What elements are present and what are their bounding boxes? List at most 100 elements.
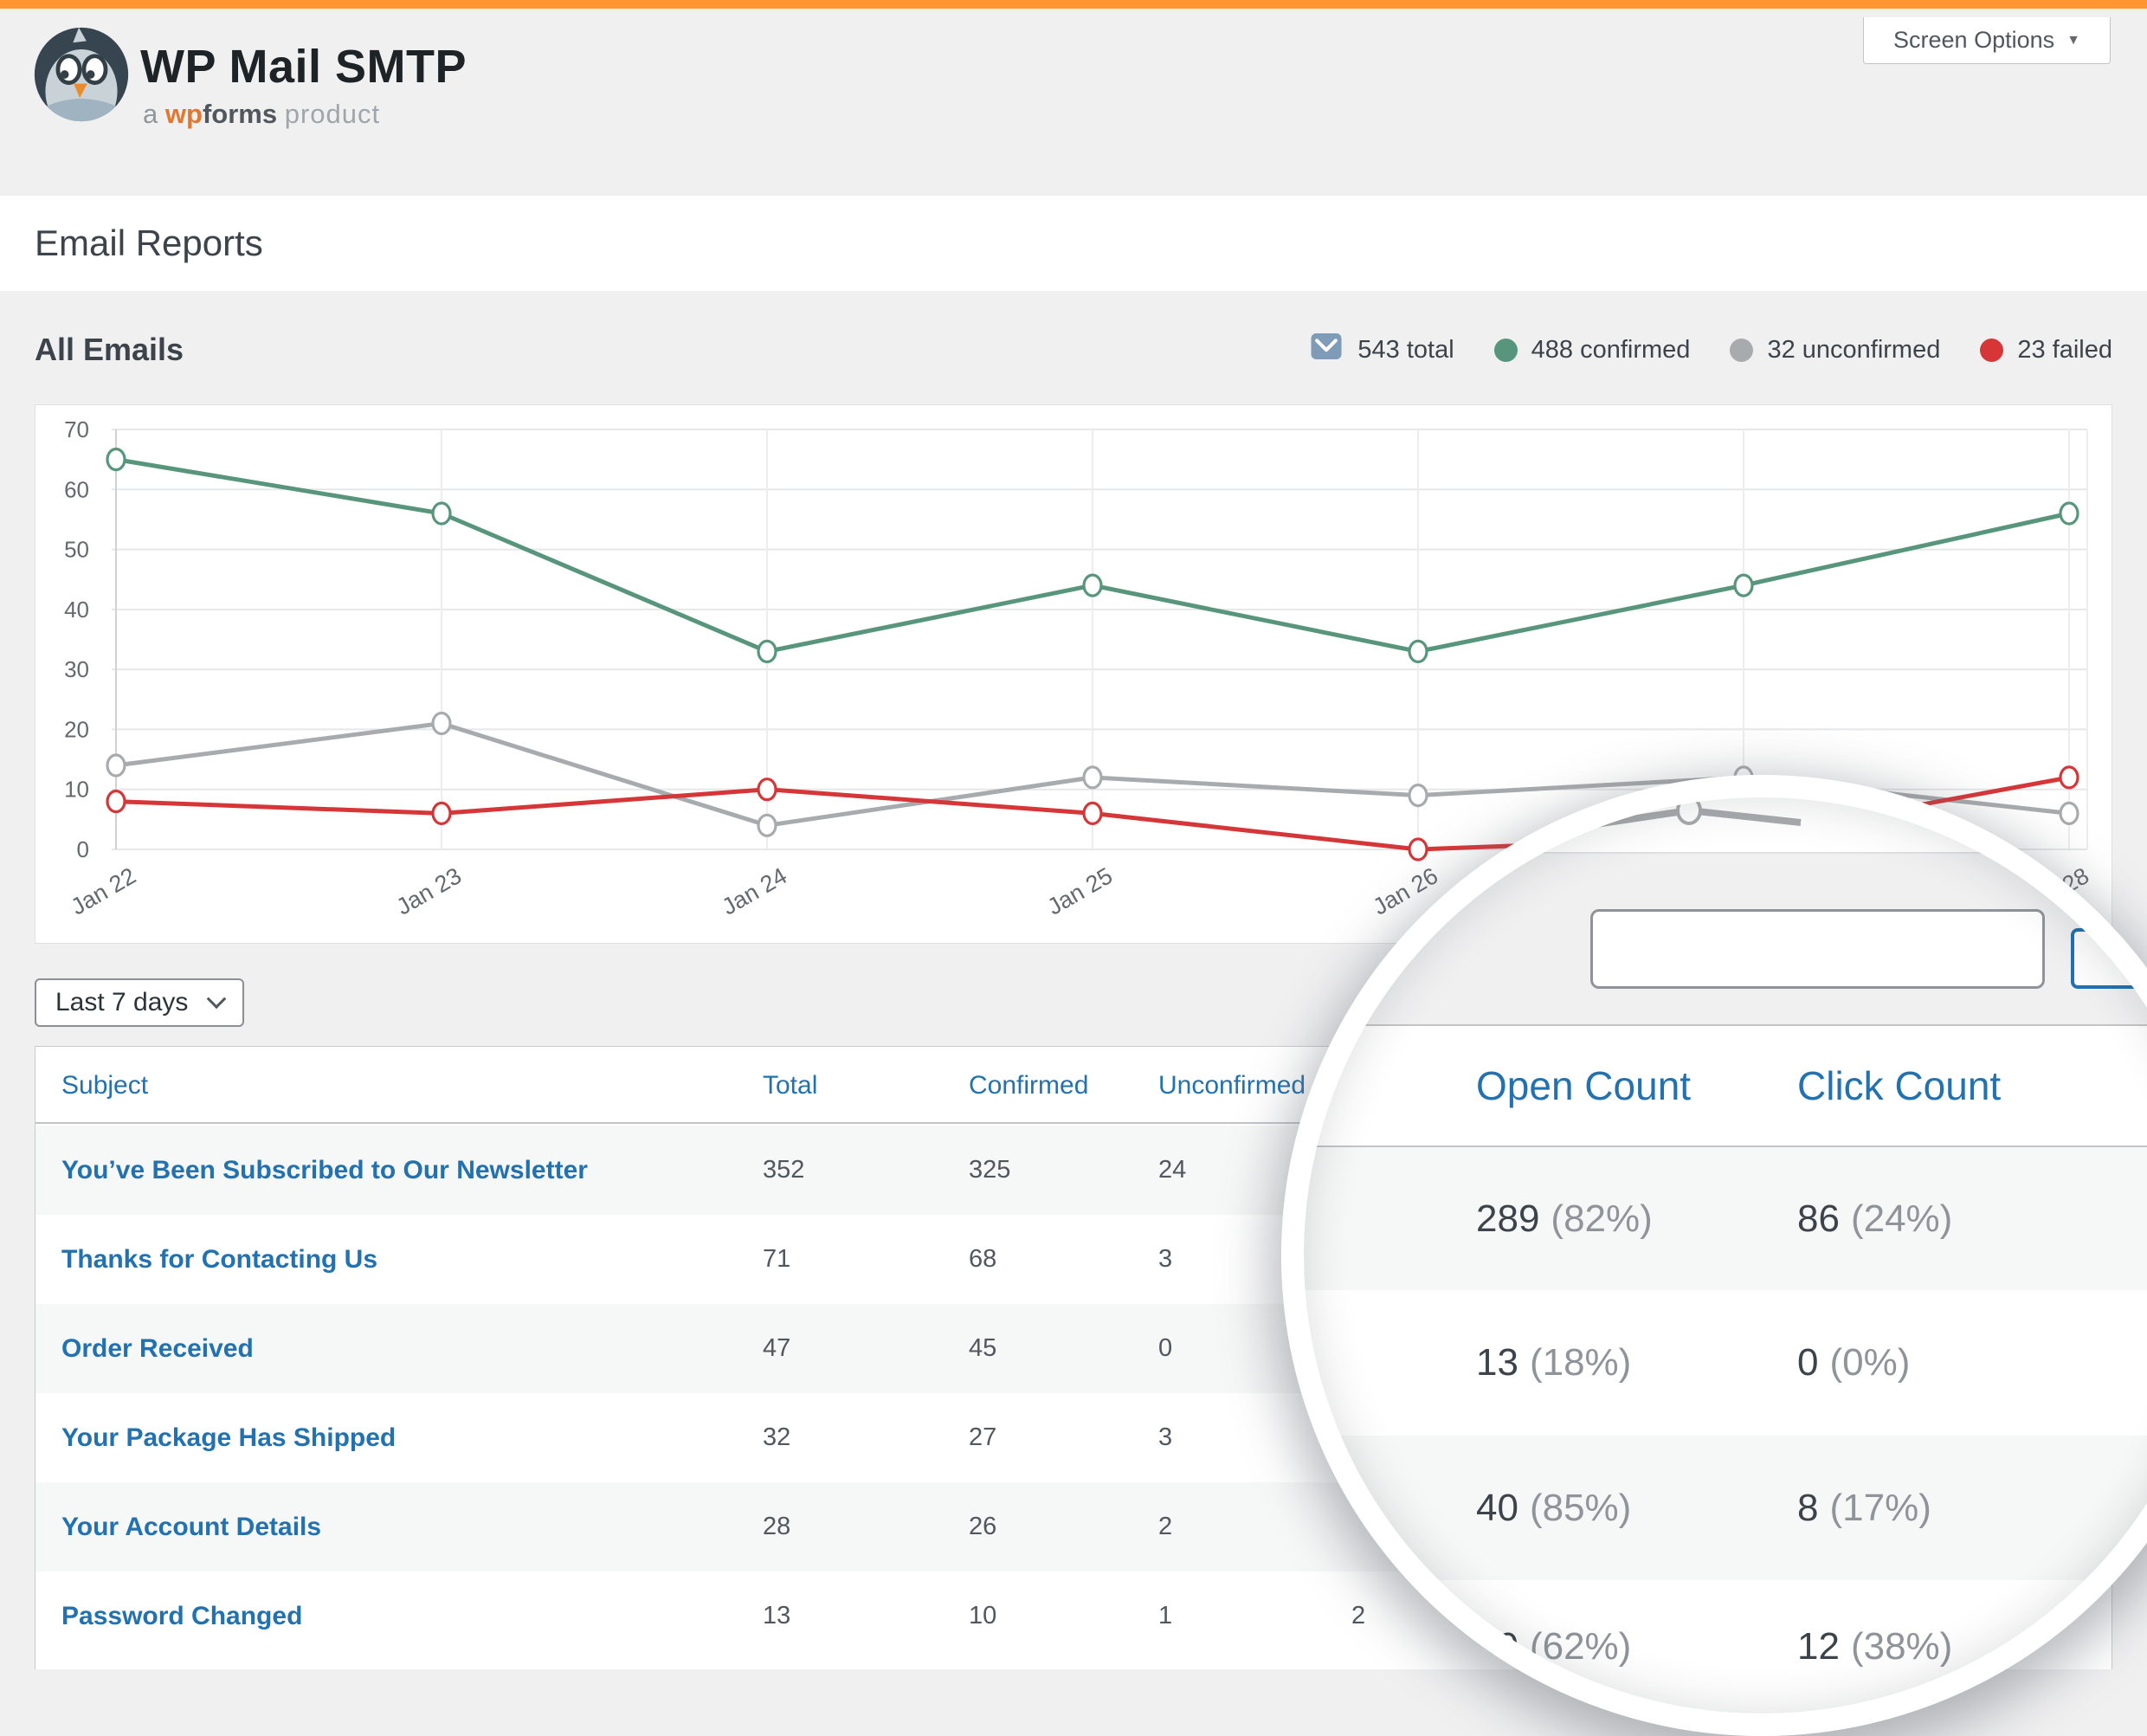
open-count-percent: (18%) [1529, 1341, 1632, 1384]
confirmed-dot-icon [1493, 338, 1518, 362]
series-confirmed-point [106, 447, 126, 472]
x-tick: Jan 22 [67, 862, 140, 920]
section-title: All Emails [35, 332, 184, 367]
y-tick: 20 [64, 716, 89, 742]
column-header-unconfirmed[interactable]: Unconfirmed [1158, 1070, 1306, 1100]
y-tick: 60 [64, 476, 89, 502]
date-range-select[interactable]: Last 7 days [35, 978, 244, 1027]
series-confirmed-point [2059, 501, 2079, 526]
confirmed-value: 27 [969, 1423, 997, 1451]
failed-dot-icon [1980, 338, 2004, 362]
magnifier-overlay: Open Count Click Count 289 (82%) 86 (24%) 13 (1… [1281, 775, 2147, 1736]
magnified-header-border [1281, 1146, 2147, 1147]
series-unconfirmed-point [106, 753, 126, 778]
total-value: 352 [763, 1156, 805, 1184]
magnified-table-row: 13 (18%) 0 (0%) [1281, 1290, 2147, 1436]
date-range-value: Last 7 days [55, 988, 189, 1016]
confirmed-value: 325 [969, 1156, 1011, 1184]
search-button[interactable] [2071, 928, 2147, 989]
envelope-icon [1309, 329, 1344, 371]
subject-link[interactable]: You’ve Been Subscribed to Our Newsletter [61, 1155, 588, 1184]
all-emails-header: All Emails 543 total 488 confirmed 32 unco… [35, 313, 2112, 386]
y-tick: 50 [64, 537, 89, 563]
column-header-click-count[interactable]: Click Count [1797, 1063, 2002, 1108]
click-count-percent: (24%) [1850, 1197, 1953, 1240]
click-count-percent: (0%) [1829, 1341, 1911, 1384]
confirmed-value: 26 [969, 1513, 997, 1540]
column-header-total[interactable]: Total [763, 1070, 818, 1100]
legend: 543 total 488 confirmed 32 unconfirmed 23 f… [1309, 329, 2112, 371]
legend-item-total: 543 total [1309, 329, 1454, 371]
open-count-value: 289 (82%) [1476, 1197, 1653, 1241]
screen-options-label: Screen Options [1893, 27, 2055, 53]
magnified-table-top-border [1281, 1024, 2147, 1026]
legend-item-unconfirmed: 32 unconfirmed [1730, 336, 1940, 365]
screen-options-button[interactable]: Screen Options ▼ [1863, 17, 2111, 64]
unconfirmed-value: 3 [1158, 1245, 1173, 1273]
chevron-down-icon [206, 989, 227, 1010]
magnified-table-row: 40 (85%) 8 (17%) [1281, 1436, 2147, 1580]
unconfirmed-value: 2 [1158, 1513, 1173, 1540]
open-count-percent: (85%) [1529, 1486, 1632, 1529]
click-count-number: 0 [1797, 1341, 1819, 1384]
open-count-number: 40 [1476, 1486, 1518, 1529]
click-count-number: 86 [1797, 1197, 1840, 1240]
series-confirmed-point [1733, 573, 1754, 597]
unconfirmed-value: 0 [1158, 1334, 1173, 1362]
unconfirmed-value: 3 [1158, 1423, 1173, 1451]
column-header-subject[interactable]: Subject [61, 1070, 149, 1100]
open-count-value: 13 (18%) [1476, 1341, 1631, 1384]
open-count-percent: (82%) [1551, 1197, 1653, 1240]
subject-link[interactable]: Your Package Has Shipped [61, 1423, 397, 1452]
page-title-band: Email Reports [0, 196, 2147, 291]
click-count-percent: (38%) [1850, 1625, 1953, 1668]
x-tick: Jan 23 [392, 862, 466, 920]
plugin-header: WP Mail SMTP a wpforms product Screen Op… [0, 9, 2147, 196]
click-count-value: 12 (38%) [1797, 1625, 1952, 1668]
open-count-value: 20 (62%) [1476, 1625, 1631, 1668]
subject-link[interactable]: Order Received [61, 1333, 254, 1363]
pigeon-logo-icon [31, 24, 132, 125]
column-header-open-count[interactable]: Open Count [1476, 1063, 1692, 1108]
y-tick: 10 [64, 777, 89, 803]
y-tick: 0 [77, 836, 89, 862]
tagline-forms: forms [202, 99, 278, 129]
legend-label: 32 unconfirmed [1767, 335, 1941, 364]
subject-link[interactable]: Thanks for Contacting Us [61, 1244, 378, 1274]
total-value: 28 [763, 1513, 791, 1540]
legend-item-confirmed: 488 confirmed [1493, 335, 1691, 365]
page-title: Email Reports [35, 223, 263, 263]
legend-label: 23 failed [2017, 335, 2112, 364]
tagline-product: product [284, 99, 381, 129]
series-confirmed-point [1082, 573, 1103, 597]
subject-link[interactable]: Your Account Details [61, 1512, 322, 1541]
y-tick: 40 [64, 597, 89, 623]
open-count-number: 13 [1476, 1341, 1518, 1384]
total-value: 32 [763, 1423, 791, 1451]
legend-label: 488 confirmed [1531, 335, 1691, 364]
column-header-confirmed[interactable]: Confirmed [969, 1070, 1089, 1100]
unconfirmed-value: 1 [1158, 1602, 1173, 1630]
magnified-table-row: 289 (82%) 86 (24%) [1281, 1147, 2147, 1290]
open-count-number: 289 [1476, 1197, 1540, 1240]
series-failed-point [1082, 801, 1103, 825]
legend-label: 543 total [1357, 335, 1454, 364]
app-title: WP Mail SMTP [140, 41, 467, 93]
series-failed-point [106, 790, 126, 814]
click-count-number: 8 [1797, 1486, 1819, 1529]
confirmed-value: 68 [969, 1245, 997, 1273]
search-input[interactable] [1590, 909, 2045, 989]
total-value: 47 [763, 1334, 791, 1362]
magnified-chart-bottom-border [1281, 852, 2147, 854]
series-confirmed-point [431, 501, 452, 526]
confirmed-value: 10 [969, 1602, 997, 1630]
y-tick: 30 [64, 656, 89, 682]
unconfirmed-value: 24 [1158, 1156, 1187, 1184]
open-count-number: 20 [1476, 1625, 1518, 1668]
magnified-header-row: Open Count Click Count [1281, 1026, 2147, 1146]
click-count-percent: (17%) [1829, 1486, 1931, 1529]
series-failed-point [431, 801, 452, 825]
subject-link[interactable]: Password Changed [61, 1601, 303, 1630]
series-unconfirmed-point [431, 711, 452, 736]
series-unconfirmed-point [757, 813, 777, 837]
